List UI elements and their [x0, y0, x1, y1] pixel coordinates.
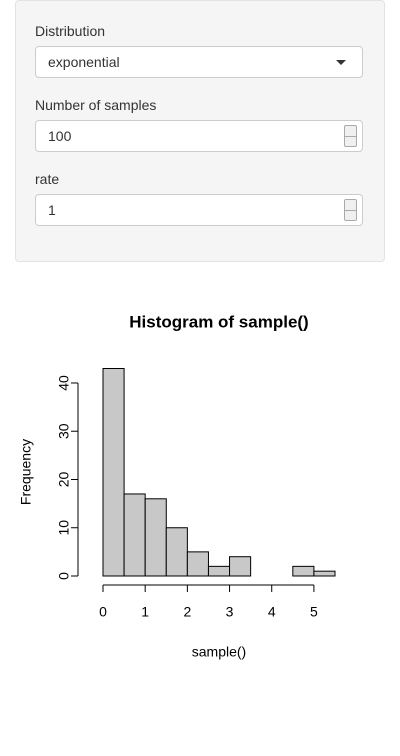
bar	[229, 556, 252, 577]
bar	[102, 368, 125, 577]
x-tick-label: 2	[183, 604, 191, 620]
select-value: exponential	[48, 54, 120, 70]
bar	[207, 565, 231, 577]
control-label: Number of samples	[35, 97, 157, 113]
x-axis-label: sample()	[192, 644, 246, 660]
input-value: 100	[48, 128, 72, 144]
dropdown-caret	[336, 60, 346, 65]
bar	[313, 570, 336, 577]
bar	[144, 498, 167, 577]
spinner[interactable]	[344, 125, 357, 147]
y-tick-label: 20	[56, 471, 72, 487]
chart-title: Histogram of sample()	[129, 312, 308, 331]
y-tick-label: 0	[56, 572, 72, 580]
input-value: 1	[48, 202, 56, 218]
chart: Histogram of sample() sample() Frequency…	[18, 312, 336, 660]
control-label: rate	[35, 171, 60, 187]
number-input[interactable]: 1	[35, 194, 363, 226]
bar	[186, 551, 209, 577]
spinner[interactable]	[344, 199, 357, 221]
select-input[interactable]: exponential	[35, 46, 363, 78]
x-tick-label: 1	[141, 604, 149, 620]
y-tick-label: 10	[56, 520, 72, 536]
control-label: Distribution	[35, 23, 106, 39]
bar	[165, 527, 188, 577]
y-tick-label: 40	[56, 375, 72, 391]
number-input[interactable]: 100	[35, 120, 363, 152]
y-tick-label: 30	[56, 423, 72, 439]
y-axis-label: Frequency	[18, 439, 34, 505]
x-tick-label: 4	[268, 604, 276, 620]
bar	[292, 565, 315, 577]
x-tick-label: 5	[310, 604, 318, 620]
x-tick-label: 3	[226, 604, 234, 620]
bar	[123, 493, 146, 577]
sidebar-panel: Distribution exponential Number of sampl…	[15, 0, 385, 262]
x-tick-label: 0	[99, 604, 107, 620]
